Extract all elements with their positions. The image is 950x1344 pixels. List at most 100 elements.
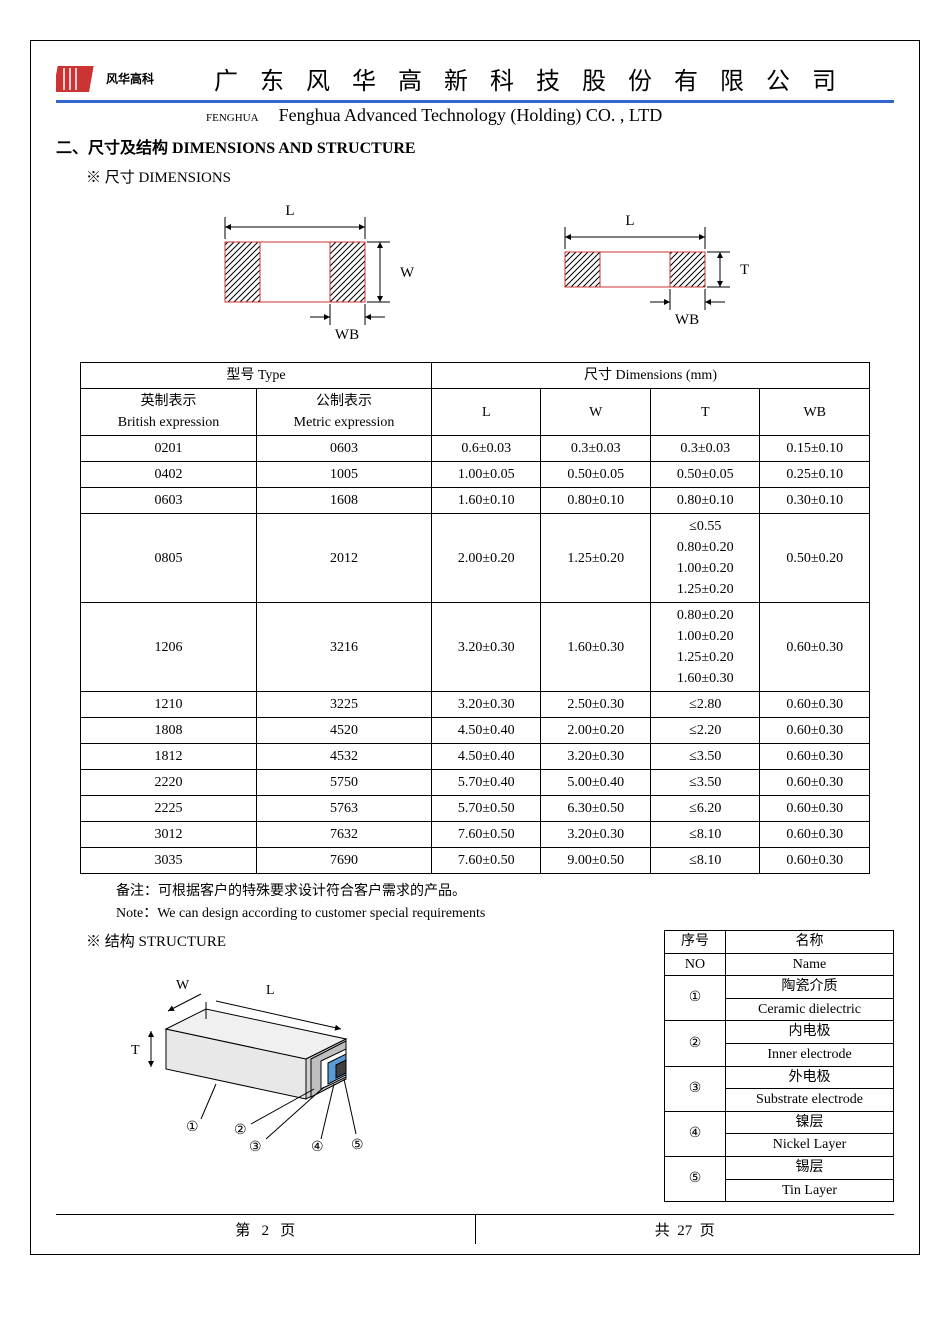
table-cell: 7690	[257, 848, 432, 874]
th-metric-cn: 公制表示	[265, 391, 423, 412]
st-name-cn: 名称	[726, 931, 894, 954]
label-WB: WB	[335, 327, 359, 343]
table-cell: 7.60±0.50	[431, 848, 541, 874]
label-sT: T	[131, 1043, 140, 1058]
table-row: 301276327.60±0.503.20±0.30≤8.100.60±0.30	[81, 822, 870, 848]
page-frame: 风华高科 广 东 风 华 高 新 科 技 股 份 有 限 公 司 FENGHUA…	[30, 40, 920, 1255]
table-row: 180845204.50±0.402.00±0.20≤2.200.60±0.30	[81, 718, 870, 744]
table-cell: 3216	[257, 603, 432, 692]
table-cell: 3035	[81, 848, 257, 874]
label-n4: ④	[311, 1140, 324, 1155]
table-cell: 1808	[81, 718, 257, 744]
structure-subtitle: ※ 结构 STRUCTURE	[86, 930, 604, 951]
th-WB: WB	[760, 389, 870, 436]
dimensions-subtitle: ※ 尺寸 DIMENSIONS	[86, 166, 894, 187]
table-cell: 0.50±0.05	[650, 462, 760, 488]
table-cell: 0603	[257, 436, 432, 462]
table-cell: 0402	[81, 462, 257, 488]
table-cell: 0.80±0.20 1.00±0.20 1.25±0.20 1.60±0.30	[650, 603, 760, 692]
table-cell: 3.20±0.30	[541, 822, 651, 848]
table-cell: 9.00±0.50	[541, 848, 651, 874]
table-cell: 1812	[81, 744, 257, 770]
table-cell: ≤6.20	[650, 796, 760, 822]
structure-name-en: Substrate electrode	[726, 1089, 894, 1112]
th-british: 英制表示 British expression	[81, 389, 257, 436]
table-cell: 0.50±0.05	[541, 462, 651, 488]
note-cn: 备注：可根据客户的特殊要求设计符合客户需求的产品。	[116, 880, 894, 900]
table-cell: 2.00±0.20	[541, 718, 651, 744]
table-cell: ≤0.55 0.80±0.20 1.00±0.20 1.25±0.20	[650, 514, 760, 603]
company-logo	[56, 64, 96, 94]
table-row: ⑤锡层	[665, 1156, 894, 1179]
table-row: 121032253.20±0.302.50±0.30≤2.800.60±0.30	[81, 692, 870, 718]
table-row: ②内电极	[665, 1021, 894, 1044]
table-cell: 0.60±0.30	[760, 744, 870, 770]
structure-name-cn: 镍层	[726, 1111, 894, 1134]
label-T: T	[740, 262, 749, 278]
table-cell: 1210	[81, 692, 257, 718]
th-W: W	[541, 389, 651, 436]
sub-header: FENGHUA Fenghua Advanced Technology (Hol…	[206, 105, 894, 126]
label-n3: ③	[249, 1140, 262, 1155]
table-cell: 1.60±0.30	[541, 603, 651, 692]
table-cell: 1.60±0.10	[431, 488, 541, 514]
table-cell: ≤3.50	[650, 744, 760, 770]
table-cell: 3.20±0.30	[541, 744, 651, 770]
table-cell: 5.00±0.40	[541, 770, 651, 796]
structure-name-en: Inner electrode	[726, 1043, 894, 1066]
label-n2: ②	[234, 1123, 247, 1138]
label-sL: L	[266, 983, 275, 998]
table-cell: 2.50±0.30	[541, 692, 651, 718]
table-row: ④镍层	[665, 1111, 894, 1134]
structure-no: ③	[665, 1066, 726, 1111]
table-cell: 5.70±0.40	[431, 770, 541, 796]
table-cell: 4520	[257, 718, 432, 744]
footer-post1: 页	[280, 1223, 295, 1239]
company-name-cn: 广 东 风 华 高 新 科 技 股 份 有 限 公 司	[164, 61, 894, 96]
top-view-diagram: L W WB	[195, 197, 415, 347]
table-cell: 0603	[81, 488, 257, 514]
table-cell: 0.60±0.30	[760, 692, 870, 718]
table-cell: 3225	[257, 692, 432, 718]
table-row: ③外电极	[665, 1066, 894, 1089]
label-n1: ①	[186, 1120, 199, 1135]
table-cell: 1.25±0.20	[541, 514, 651, 603]
st-no-cn: 序号	[665, 931, 726, 954]
table-cell: 0.30±0.10	[760, 488, 870, 514]
section-title: 二、尺寸及结构 DIMENSIONS AND STRUCTURE	[56, 134, 894, 158]
structure-no: ④	[665, 1111, 726, 1156]
table-cell: 2220	[81, 770, 257, 796]
table-cell: 0.50±0.20	[760, 514, 870, 603]
table-cell: 0.80±0.10	[650, 488, 760, 514]
label-L2: L	[625, 213, 634, 229]
label-n5: ⑤	[351, 1138, 364, 1153]
table-row: 303576907.60±0.509.00±0.50≤8.100.60±0.30	[81, 848, 870, 874]
table-cell: 0.6±0.03	[431, 436, 541, 462]
table-cell: 0.25±0.10	[760, 462, 870, 488]
table-cell: 0.60±0.30	[760, 603, 870, 692]
structure-name-en: Ceramic dielectric	[726, 998, 894, 1021]
page-footer: 第 2 页 共 27 页	[56, 1214, 894, 1244]
table-cell: 0.80±0.10	[541, 488, 651, 514]
table-cell: 4.50±0.40	[431, 718, 541, 744]
structure-name-en: Nickel Layer	[726, 1134, 894, 1157]
note-en: Note：We can design according to customer…	[116, 902, 894, 922]
table-row: 222057505.70±0.405.00±0.40≤3.500.60±0.30	[81, 770, 870, 796]
table-cell: ≤2.20	[650, 718, 760, 744]
label-L: L	[285, 203, 294, 219]
table-cell: 5763	[257, 796, 432, 822]
structure-name-en: Tin Layer	[726, 1179, 894, 1202]
company-name-en: Fenghua Advanced Technology (Holding) CO…	[279, 105, 663, 126]
table-cell: 1608	[257, 488, 432, 514]
table-cell: 0.60±0.30	[760, 718, 870, 744]
table-row: 040210051.00±0.050.50±0.050.50±0.050.25±…	[81, 462, 870, 488]
th-L: L	[431, 389, 541, 436]
label-WB2: WB	[675, 312, 699, 328]
table-cell: ≤8.10	[650, 848, 760, 874]
th-metric: 公制表示 Metric expression	[257, 389, 432, 436]
table-cell: ≤2.80	[650, 692, 760, 718]
brand-cn: 风华高科	[106, 70, 154, 87]
dimensions-table: 型号 Type 尺寸 Dimensions (mm) 英制表示 British …	[80, 362, 870, 874]
table-cell: 3.20±0.30	[431, 603, 541, 692]
table-cell: ≤3.50	[650, 770, 760, 796]
